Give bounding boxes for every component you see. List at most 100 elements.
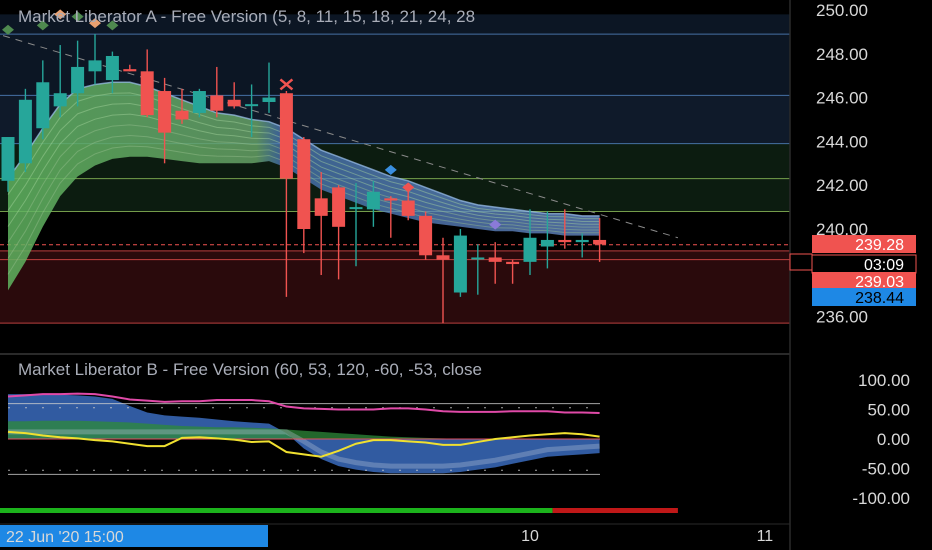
candle-body-25: [436, 255, 450, 260]
price-axis: 250.00 248.00 246.00 244.00 242.00 240.00 236.…: [789, 1, 917, 508]
main-panel-level-lines: [0, 33, 790, 324]
indicator-tick-label-4: -100.00: [852, 489, 910, 508]
candle-body-0: [1, 137, 15, 181]
candle-20: [349, 183, 363, 267]
marker-diamond-3: [71, 11, 84, 22]
price-badge-1: 03:09: [811, 254, 917, 274]
indicator-tick-label-3: -50.00: [862, 460, 910, 479]
indicator-panel: [0, 392, 678, 513]
indicator-tick-label-2: 0.00: [877, 430, 910, 449]
candle-31: [540, 211, 554, 269]
candle-18: [314, 172, 328, 275]
candle-body-26: [453, 235, 467, 293]
candle-body-23: [401, 200, 415, 216]
time-cursor-badge: [0, 525, 268, 547]
main-indicator-title[interactable]: Market Liberator A - Free Version (5, 8,…: [18, 7, 475, 26]
trend-line: [0, 34, 679, 239]
candle-10: [175, 88, 189, 124]
candle-34: [593, 218, 607, 262]
candle-body-17: [297, 139, 311, 229]
candle-23: [401, 191, 415, 221]
candle-33: [575, 233, 589, 258]
candle-24: [419, 211, 433, 260]
candle-body-22: [384, 198, 398, 201]
candle-body-16: [279, 93, 293, 179]
candle-27: [471, 244, 485, 295]
candle-25: [436, 237, 450, 324]
candle-8: [140, 49, 154, 118]
main-panel-backgrounds: [0, 14, 790, 324]
candle-9: [158, 77, 172, 164]
indicator-pink-line: [7, 392, 600, 415]
candle-0: [1, 137, 15, 192]
time-tick-label-1: 11: [757, 528, 774, 545]
candle-body-15: [262, 97, 276, 102]
indicator-tick-label-1: 50.00: [867, 401, 910, 420]
candle-body-14: [245, 104, 259, 107]
price-badge-bg-2: [812, 272, 916, 290]
time-tick-label-0: 10: [521, 528, 539, 545]
candle-28: [488, 242, 502, 284]
candle-body-5: [88, 60, 102, 72]
candle-21: [366, 180, 380, 227]
marker-diamond-8: [402, 182, 415, 193]
marker-diamond-2: [54, 9, 67, 20]
price-badge-dash-3: -: [796, 290, 801, 307]
candle-body-4: [71, 66, 85, 94]
countdown-marker: [789, 253, 813, 271]
signal-bar-green: [0, 508, 553, 513]
candle-body-34: [593, 239, 607, 245]
price-tick-label-6: 236.00: [816, 308, 868, 327]
candle-body-7: [123, 69, 137, 72]
candle-body-1: [18, 99, 32, 164]
candle-19: [332, 185, 346, 280]
candle-22: [384, 196, 398, 238]
sub-indicator-title[interactable]: Market Liberator B - Free Version (60, 5…: [18, 360, 482, 379]
candle-body-18: [314, 198, 328, 216]
price-tick-label-1: 248.00: [816, 45, 868, 64]
candle-body-20: [349, 207, 363, 210]
candle-body-29: [506, 261, 520, 265]
candle-body-10: [175, 110, 189, 120]
candle-body-12: [210, 95, 224, 111]
candle-4: [71, 40, 85, 107]
candle-6: [105, 51, 119, 94]
candle-13: [227, 82, 241, 109]
price-badge-3: - 238.44: [796, 288, 916, 307]
candle-body-8: [140, 71, 154, 116]
marker-diamond-9: [489, 219, 502, 230]
indicator-yellow-line: [7, 430, 600, 458]
candle-body-13: [227, 99, 241, 107]
price-tick-label-3: 244.00: [816, 132, 868, 151]
indicator-blue-fill: [8, 394, 600, 474]
time-axis: 10 11 22 Jun '20 15:00: [0, 523, 790, 547]
candle-body-28: [488, 257, 502, 262]
candle-body-27: [471, 257, 485, 260]
marker-diamond-4: [89, 18, 101, 29]
candle-11: [192, 88, 206, 118]
price-badge-text-2: 239.03: [855, 274, 904, 291]
price-badge-bg-3: [812, 288, 916, 306]
zone-upper-blue: [0, 14, 790, 96]
candle-body-3: [53, 93, 67, 107]
price-badge-text-0: 239.28: [855, 237, 904, 254]
ribbon-fill: [8, 82, 600, 291]
price-tick-label-0: 250.00: [816, 1, 868, 20]
zone-red: [0, 250, 790, 324]
price-tick-label-2: 246.00: [816, 89, 868, 108]
candle-30: [523, 209, 537, 275]
candlestick-series: [1, 34, 607, 324]
candle-17: [297, 137, 311, 254]
candle-body-30: [523, 237, 537, 262]
candle-body-33: [575, 239, 589, 243]
marker-diamond-1: [36, 20, 49, 31]
price-tick-label-4: 242.00: [816, 176, 868, 195]
price-badge-bg-0: [812, 235, 916, 253]
candle-16: [279, 91, 293, 297]
candle-14: [245, 84, 259, 138]
candle-body-31: [540, 239, 554, 247]
candle-26: [453, 229, 467, 297]
candle-body-21: [366, 191, 380, 210]
price-badge-0: 239.28: [812, 235, 916, 254]
